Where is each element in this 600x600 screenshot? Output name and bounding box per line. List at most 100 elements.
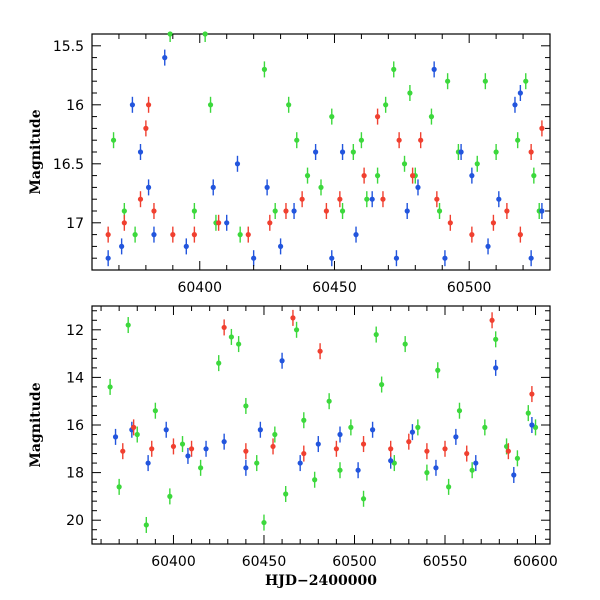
top-point-marker xyxy=(245,232,251,238)
top-data-point xyxy=(469,167,475,184)
top-point-marker xyxy=(528,149,534,155)
top-point-marker xyxy=(151,232,157,238)
bottom-data-point xyxy=(337,426,343,443)
bottom-point-marker xyxy=(505,448,511,454)
top-data-point xyxy=(234,155,241,172)
top-data-point xyxy=(202,31,208,42)
bottom-point-marker xyxy=(167,493,173,499)
top-point-marker xyxy=(237,232,243,238)
bottom-point-marker xyxy=(312,477,318,483)
top-data-point xyxy=(407,85,413,101)
top-point-marker xyxy=(339,208,346,214)
bottom-data-point xyxy=(402,336,408,353)
top-data-point xyxy=(191,203,197,219)
top-point-marker xyxy=(234,161,241,167)
bottom-data-point xyxy=(283,486,289,503)
top-data-point xyxy=(383,96,389,113)
top-data-point xyxy=(132,226,138,243)
bottom-point-marker xyxy=(493,365,499,371)
bottom-data-point xyxy=(317,343,323,360)
top-point-marker xyxy=(517,232,523,238)
bottom-data-point xyxy=(179,436,186,453)
top-point-marker xyxy=(277,243,284,249)
top-point-marker xyxy=(251,255,257,261)
top-data-point xyxy=(267,214,273,231)
top-point-marker xyxy=(504,208,510,214)
top-data-point xyxy=(539,120,545,137)
bottom-data-point xyxy=(373,326,379,343)
top-x-tick-label: 60500 xyxy=(447,280,492,296)
bottom-data-point xyxy=(221,433,227,450)
top-data-point xyxy=(369,191,375,208)
bottom-point-marker xyxy=(473,460,479,466)
bottom-point-marker xyxy=(525,410,531,416)
top-point-marker xyxy=(496,196,502,202)
bottom-data-point xyxy=(453,428,459,445)
top-point-marker xyxy=(299,196,305,202)
bottom-x-tick-label: 60400 xyxy=(151,554,196,570)
bottom-data-point xyxy=(446,478,452,495)
bottom-data-point xyxy=(464,445,470,462)
bottom-data-point xyxy=(369,421,376,438)
bottom-data-point xyxy=(112,428,119,445)
top-data-point xyxy=(294,132,300,149)
bottom-data-point xyxy=(337,462,343,479)
top-point-marker xyxy=(224,220,230,226)
bottom-data-point xyxy=(216,355,222,372)
bottom-point-marker xyxy=(489,317,495,323)
top-data-point xyxy=(374,108,381,125)
bottom-point-marker xyxy=(116,484,122,490)
bottom-y-tick-label: 12 xyxy=(66,323,84,339)
top-data-point xyxy=(304,167,311,184)
top-data-point xyxy=(283,203,289,219)
top-data-point xyxy=(245,226,251,243)
top-panel-axes: 60400 60450 60500 15.5 16 16.5 17 xyxy=(53,33,551,296)
bottom-point-marker xyxy=(188,446,195,452)
top-data-point xyxy=(170,226,176,243)
bottom-data-point xyxy=(131,419,137,436)
bottom-data-point xyxy=(221,319,227,336)
top-point-marker xyxy=(539,125,545,131)
top-data-point xyxy=(396,132,402,149)
bottom-data-point xyxy=(493,359,499,376)
bottom-point-marker xyxy=(369,427,376,433)
top-point-marker xyxy=(323,208,329,214)
bottom-point-marker xyxy=(301,417,307,423)
bottom-point-marker xyxy=(482,424,488,430)
top-point-marker xyxy=(358,137,365,143)
bottom-data-point xyxy=(348,419,354,436)
bottom-data-point xyxy=(293,321,300,338)
bottom-point-marker xyxy=(297,460,303,466)
top-point-marker xyxy=(170,232,176,238)
top-data-point xyxy=(517,85,523,101)
bottom-point-marker xyxy=(221,439,227,445)
bottom-point-marker xyxy=(326,398,332,404)
top-data-point xyxy=(469,226,475,243)
top-data-point xyxy=(428,108,435,125)
top-point-marker xyxy=(261,66,268,72)
bottom-data-point xyxy=(511,466,517,483)
bottom-data-point xyxy=(379,376,385,393)
bottom-point-marker xyxy=(456,408,463,414)
bottom-point-marker xyxy=(152,408,158,414)
bottom-data-point xyxy=(388,440,394,457)
top-point-marker xyxy=(143,125,149,131)
top-point-marker xyxy=(469,173,475,179)
top-point-marker xyxy=(485,243,491,249)
bottom-data-point xyxy=(188,440,195,457)
top-point-marker xyxy=(396,137,402,143)
top-point-marker xyxy=(458,149,464,155)
bottom-point-marker xyxy=(279,358,285,364)
top-point-marker xyxy=(207,102,214,108)
top-x-tick-label: 60400 xyxy=(177,280,222,296)
bottom-data-point xyxy=(493,331,499,348)
bottom-point-marker xyxy=(424,448,430,454)
top-panel-marks xyxy=(105,31,545,267)
top-data-point xyxy=(528,144,534,160)
bottom-panel-marks xyxy=(107,309,539,533)
top-point-marker xyxy=(515,137,521,143)
top-data-point xyxy=(323,203,329,219)
top-data-point xyxy=(374,167,381,184)
top-data-point xyxy=(210,179,216,196)
bottom-data-point xyxy=(170,438,177,455)
